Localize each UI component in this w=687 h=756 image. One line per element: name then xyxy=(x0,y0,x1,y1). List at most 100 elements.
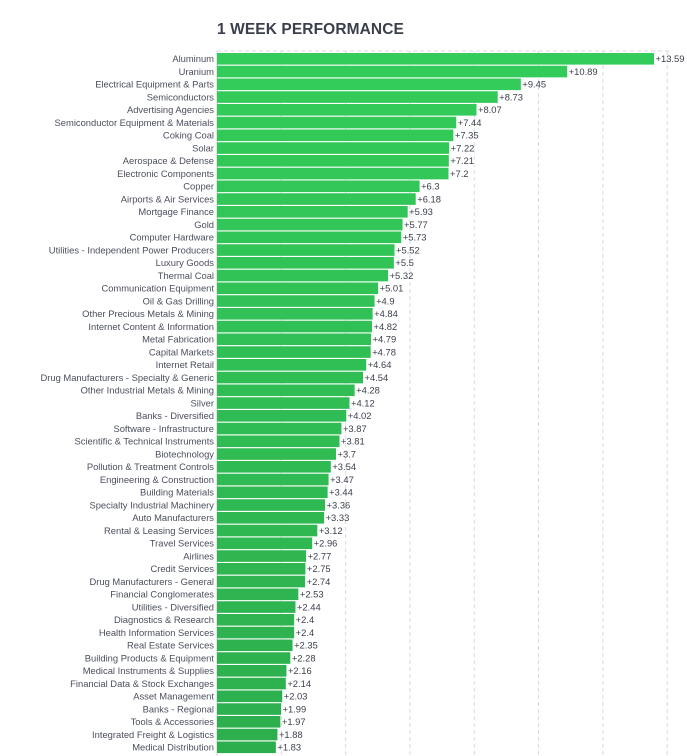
bar xyxy=(217,563,306,575)
bar xyxy=(217,333,372,346)
bar xyxy=(217,741,276,754)
category-label: Other Industrial Metals & Mining xyxy=(81,385,214,396)
category-label: Engineering & Construction xyxy=(100,474,214,485)
value-label: +1.99 xyxy=(282,703,306,714)
bar xyxy=(217,91,498,103)
category-label: Rental & Leasing Services xyxy=(104,525,214,536)
value-label: +3.44 xyxy=(329,487,353,498)
value-label: +4.02 xyxy=(348,410,372,421)
bar xyxy=(217,384,355,397)
bar xyxy=(217,371,363,384)
category-label: Specialty Industrial Machinery xyxy=(89,499,214,510)
category-label: Building Materials xyxy=(140,487,214,498)
bar xyxy=(217,614,295,626)
category-label: Financial Conglomerates xyxy=(110,589,214,600)
bar xyxy=(217,601,296,613)
bar xyxy=(217,626,295,639)
value-label: +4.12 xyxy=(351,397,375,408)
category-label: Tools & Accessories xyxy=(131,716,215,727)
value-label: +5.77 xyxy=(404,219,428,230)
category-label: Copper xyxy=(183,181,214,192)
bar xyxy=(217,665,287,677)
bar xyxy=(217,53,654,65)
value-label: +5.93 xyxy=(409,206,433,217)
category-label: Gold xyxy=(194,219,214,230)
value-label: +3.47 xyxy=(330,474,354,485)
category-label: Banks - Diversified xyxy=(136,410,214,421)
bar xyxy=(217,461,331,473)
category-label: Software - Infrastructure xyxy=(113,423,214,434)
bar xyxy=(217,486,328,499)
bar xyxy=(217,231,402,244)
value-label: +13.59 xyxy=(656,53,685,64)
category-label: Aluminum xyxy=(172,53,214,64)
bar xyxy=(217,104,477,116)
value-label: +4.79 xyxy=(373,334,397,345)
category-label: Real Estate Services xyxy=(127,640,214,651)
value-label: +3.12 xyxy=(319,525,343,536)
bar xyxy=(217,155,449,167)
value-label: +7.2 xyxy=(450,168,469,179)
value-label: +2.14 xyxy=(287,678,311,689)
category-label: Electrical Equipment & Parts xyxy=(95,79,214,90)
category-label: Drug Manufacturers - Specialty & Generic xyxy=(40,372,214,383)
category-label: Airports & Air Services xyxy=(121,193,215,204)
category-label: Mortgage Finance xyxy=(138,206,214,217)
value-label: +2.44 xyxy=(297,601,321,612)
bar xyxy=(217,129,454,142)
value-label: +6.18 xyxy=(417,193,441,204)
category-label: Aerospace & Defense xyxy=(123,155,214,166)
value-label: +1.88 xyxy=(279,729,303,740)
category-label: Communication Equipment xyxy=(101,283,214,294)
category-label: Internet Retail xyxy=(156,359,214,370)
category-label: Uranium xyxy=(179,66,215,77)
value-label: +4.78 xyxy=(372,346,396,357)
bar xyxy=(217,677,286,690)
category-label: Semiconductor Equipment & Materials xyxy=(55,117,215,128)
bar xyxy=(217,269,389,282)
value-label: +2.4 xyxy=(296,627,315,638)
value-label: +5.52 xyxy=(396,244,420,255)
bar xyxy=(217,193,416,205)
bar xyxy=(217,499,326,511)
category-label: Banks - Regional xyxy=(143,703,214,714)
value-label: +8.73 xyxy=(499,91,523,102)
bar xyxy=(217,575,306,588)
value-label: +2.35 xyxy=(294,640,318,651)
bar xyxy=(217,728,278,741)
bar xyxy=(217,639,293,652)
category-label: Financial Data & Stock Exchanges xyxy=(70,678,214,689)
category-label: Scientific & Technical Instruments xyxy=(75,436,215,447)
bar xyxy=(217,652,291,664)
category-label: Asset Management xyxy=(133,691,214,702)
category-label: Utilities - Independent Power Producers xyxy=(49,244,215,255)
bar xyxy=(217,206,408,218)
bar xyxy=(217,422,342,435)
value-label: +1.97 xyxy=(282,716,306,727)
value-label: +2.96 xyxy=(314,538,338,549)
bar xyxy=(217,218,403,231)
category-label: Building Products & Equipment xyxy=(85,652,215,663)
chart-title: 1 WEEK PERFORMANCE xyxy=(217,21,404,38)
bar xyxy=(217,320,372,333)
bar xyxy=(217,448,336,460)
value-label: +5.5 xyxy=(395,257,414,268)
value-label: +7.21 xyxy=(450,155,474,166)
bar xyxy=(217,244,395,256)
bar xyxy=(217,524,318,537)
value-label: +4.84 xyxy=(374,308,398,319)
value-label: +5.01 xyxy=(380,283,404,294)
value-label: +7.22 xyxy=(451,142,475,153)
value-label: +2.75 xyxy=(307,563,331,574)
bar xyxy=(217,167,449,180)
bar xyxy=(217,257,394,269)
category-label: Electronic Components xyxy=(117,168,214,179)
value-label: +8.07 xyxy=(478,104,502,115)
bar xyxy=(217,359,367,371)
bar xyxy=(217,703,281,715)
value-label: +3.33 xyxy=(326,512,350,523)
category-label: Utilities - Diversified xyxy=(132,601,214,612)
value-label: +3.54 xyxy=(332,461,356,472)
bar xyxy=(217,78,521,91)
